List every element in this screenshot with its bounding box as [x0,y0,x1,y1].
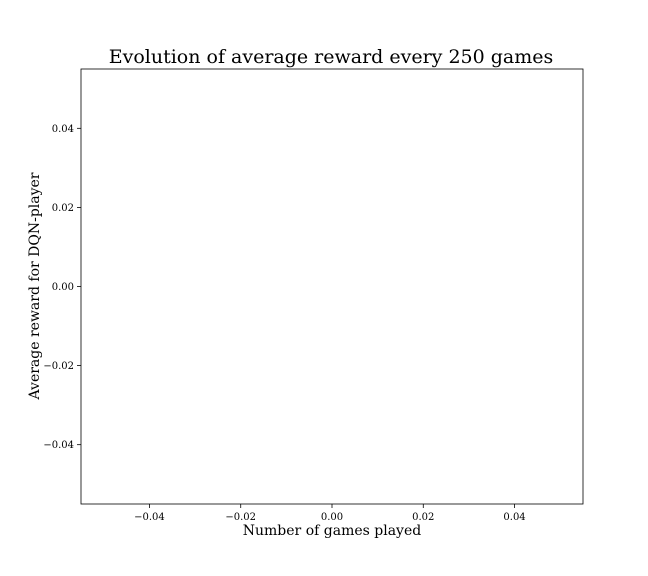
y-tick-label-2: 0.00 [52,282,74,293]
y-tick-label-0: −0.04 [43,440,74,451]
y-axis-label: Average reward for DQN-player [27,172,43,400]
y-axis: −0.04 −0.02 0.00 0.02 0.04 [43,124,81,451]
x-tick-label-4: 0.04 [503,512,525,523]
y-tick-label-3: 0.02 [52,203,74,214]
chart-title: Evolution of average reward every 250 ga… [109,46,554,68]
x-tick-label-0: −0.04 [134,512,165,523]
x-tick-label-3: 0.02 [412,512,434,523]
y-tick-label-1: −0.02 [43,361,74,372]
x-tick-label-1: −0.02 [225,512,256,523]
y-tick-label-4: 0.04 [52,124,74,135]
x-axis: −0.04 −0.02 0.00 0.02 0.04 [134,504,526,523]
x-axis-label: Number of games played [243,523,421,539]
x-tick-label-2: 0.00 [321,512,343,523]
